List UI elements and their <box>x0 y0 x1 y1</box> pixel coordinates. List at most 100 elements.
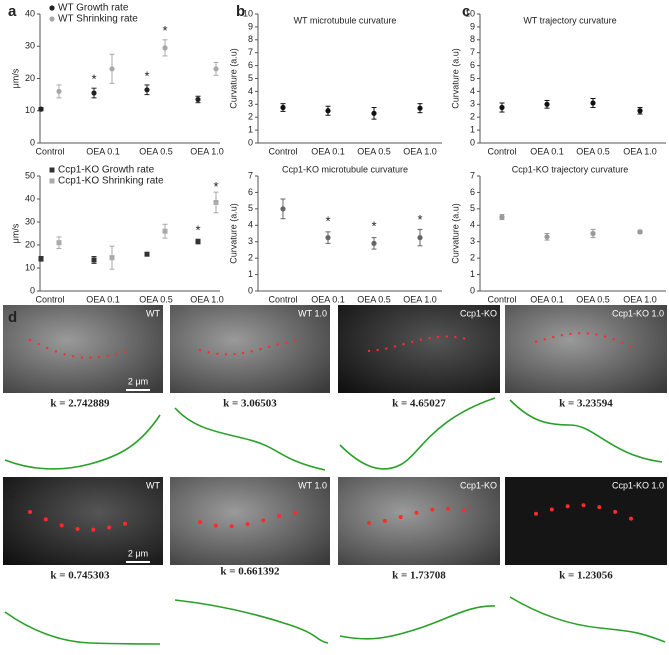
x-tick-label: OEA 1.0 <box>403 146 437 156</box>
x-tick-label: OEA 1.0 <box>190 146 224 156</box>
annotation: * <box>213 179 218 194</box>
y-tick-label: 0 <box>248 137 253 147</box>
point <box>371 240 377 246</box>
curve <box>4 414 161 470</box>
x-tick-label: OEA 0.1 <box>311 146 345 156</box>
curve <box>339 605 496 640</box>
point <box>544 101 550 107</box>
track-dot <box>216 352 219 356</box>
point <box>213 66 219 72</box>
point <box>56 88 62 94</box>
micrograph <box>505 305 667 393</box>
track-dot <box>198 348 202 352</box>
track-dot <box>565 504 570 509</box>
x-tick-label: OEA 0.5 <box>139 146 173 156</box>
y-tick-label: 4 <box>248 86 253 96</box>
y-tick-label: 6 <box>248 60 253 70</box>
x-tick-label: OEA 0.5 <box>576 294 610 304</box>
micrograph <box>338 305 500 393</box>
micrograph <box>3 305 163 393</box>
micrographs <box>3 305 667 565</box>
track-dot <box>115 352 118 356</box>
annotation: * <box>162 23 167 38</box>
y-tick-label: 1 <box>248 269 253 279</box>
x-tick-label: OEA 0.1 <box>530 146 564 156</box>
track-dot <box>560 334 564 337</box>
point <box>162 45 168 51</box>
track-dot <box>613 509 618 514</box>
point <box>371 110 377 116</box>
point <box>91 257 97 263</box>
point <box>637 108 643 114</box>
legend-marker <box>49 178 55 184</box>
curve <box>339 397 496 470</box>
panel-label: b <box>236 3 245 20</box>
y-tick-label: 2 <box>470 253 475 263</box>
track-dot <box>367 349 371 353</box>
point <box>38 256 44 262</box>
point <box>280 206 286 212</box>
y-tick-label: 20 <box>25 239 35 249</box>
track-dot <box>293 510 297 515</box>
y-tick-label: 5 <box>248 203 253 213</box>
x-tick-label: OEA 1.0 <box>190 294 224 304</box>
track-dot <box>37 342 40 346</box>
point <box>91 90 97 96</box>
x-tick-label: OEA 0.1 <box>86 146 120 156</box>
y-tick-label: 10 <box>25 262 35 272</box>
track-dot <box>63 353 66 356</box>
track-dot <box>612 338 615 341</box>
track-dot <box>398 515 403 520</box>
legend-marker <box>49 5 55 11</box>
x-tick-label: Control <box>35 294 64 304</box>
y-tick-label: 5 <box>470 73 475 83</box>
y-tick-label: 10 <box>465 8 475 18</box>
curvature-label: k = 0.661392 <box>220 566 280 578</box>
track-dot <box>543 338 546 341</box>
y-tick-label: 6 <box>470 187 475 197</box>
point <box>38 106 44 112</box>
x-tick-label: OEA 0.5 <box>357 294 391 304</box>
x-tick-label: OEA 1.0 <box>623 294 657 304</box>
curvature-label: k = 4.65027 <box>392 398 446 410</box>
x-tick-label: OEA 0.1 <box>86 294 120 304</box>
y-tick-label: 3 <box>248 99 253 109</box>
point <box>144 251 150 257</box>
y-tick-label: 4 <box>248 220 253 230</box>
legend-marker <box>49 167 55 173</box>
y-tick-label: 40 <box>25 193 35 203</box>
y-axis-label: Curvature (a.u) <box>228 48 238 109</box>
image-label: Ccp1-KO 1.0 <box>612 480 664 490</box>
y-tick-label: 0 <box>470 137 475 147</box>
point <box>280 104 286 111</box>
track-dot <box>552 335 555 339</box>
point <box>637 229 643 235</box>
track-dot <box>454 335 457 339</box>
x-tick-label: OEA 0.5 <box>576 146 610 156</box>
track-dot <box>267 345 271 348</box>
track-dot <box>43 517 48 522</box>
curvature-plots <box>4 397 666 645</box>
track-dot <box>629 516 633 521</box>
chart-title: WT microtubule curvature <box>294 15 397 25</box>
y-tick-label: 7 <box>248 47 253 57</box>
track-dot <box>534 340 538 343</box>
track-dot <box>71 355 75 358</box>
y-tick-label: 6 <box>470 60 475 70</box>
x-tick-label: Control <box>35 146 64 156</box>
x-tick-label: OEA 1.0 <box>403 294 437 304</box>
annotation: * <box>144 68 149 83</box>
track-dot <box>28 510 32 514</box>
micrograph <box>505 477 667 565</box>
y-tick-label: 3 <box>248 236 253 246</box>
track-dot <box>285 341 288 344</box>
track-dot <box>198 520 202 525</box>
track-dot <box>577 332 581 335</box>
track-dot <box>89 356 92 359</box>
x-tick-label: Control <box>487 146 516 156</box>
track-dot <box>91 527 96 532</box>
point <box>590 100 596 106</box>
point <box>417 105 423 111</box>
y-tick-label: 40 <box>25 8 35 18</box>
